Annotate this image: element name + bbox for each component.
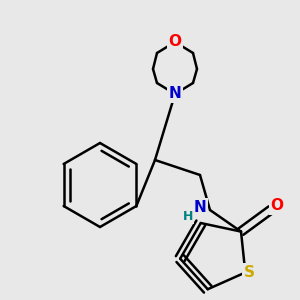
Text: O: O <box>169 34 182 50</box>
Text: H: H <box>183 209 193 223</box>
Text: O: O <box>271 198 284 213</box>
Text: N: N <box>194 200 206 214</box>
Text: N: N <box>169 86 182 101</box>
Text: S: S <box>244 265 255 280</box>
